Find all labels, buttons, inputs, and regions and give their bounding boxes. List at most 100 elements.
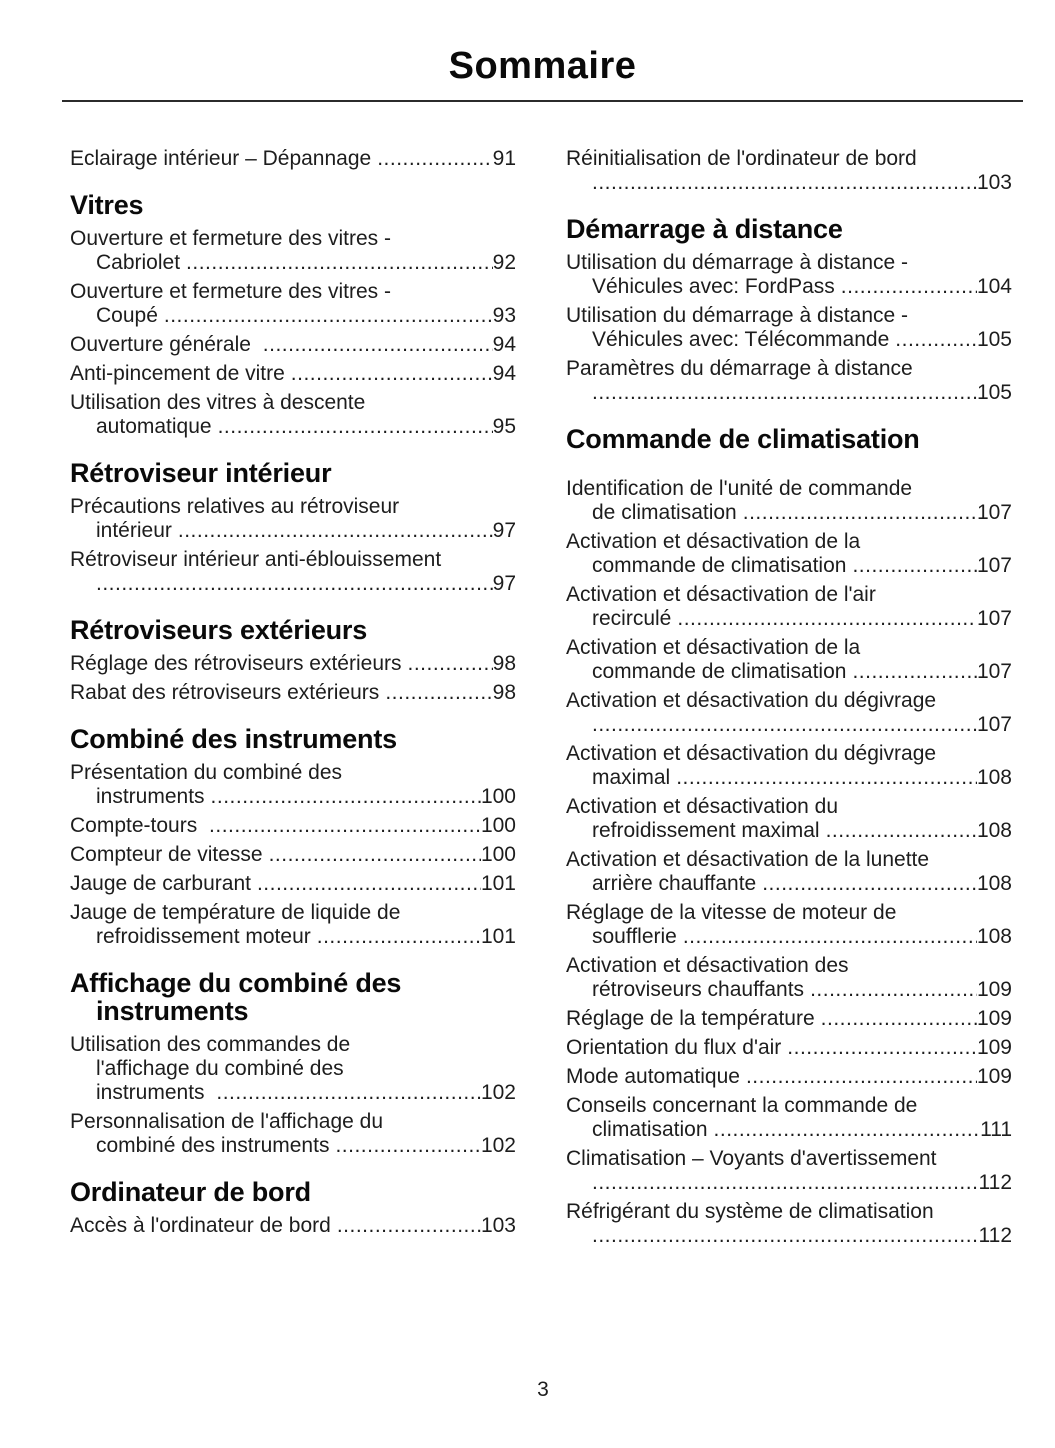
dot-leader: ........................................…: [745, 1065, 977, 1088]
toc-entry: Ouverture et fermeture des vitres - Coupé…: [70, 280, 516, 328]
toc-entry-text: Activation et désactivation des: [566, 954, 849, 977]
toc-section-heading-line: Ordinateur de bord: [70, 1177, 311, 1207]
toc-entry: Jauge de température de liquide de refroi…: [70, 901, 516, 949]
toc-entry-text: Activation et désactivation du dégivrage: [566, 742, 937, 765]
toc-entry-line: Présentation du combiné des: [70, 761, 516, 785]
toc-entry-line: recirculé...............................…: [566, 607, 1012, 631]
toc-entry: Utilisation des commandes de l'affichage …: [70, 1033, 516, 1105]
toc-section-heading: Rétroviseur intérieur: [70, 459, 516, 487]
toc-page-ref: 108: [976, 925, 1012, 948]
dot-leader: ........................................…: [377, 147, 493, 170]
toc-entry-text: climatisation: [592, 1118, 708, 1141]
toc-entry-text: Utilisation du démarrage à distance -: [566, 304, 909, 327]
toc-entry: Activation et désactivation du dégivrage…: [566, 689, 1012, 737]
toc-section: Rétroviseur intérieur Précautions relativ…: [70, 459, 516, 596]
toc-section-heading-line: instruments: [96, 996, 249, 1026]
toc-section-heading: Combiné des instruments: [70, 725, 516, 753]
toc-page-ref: 109: [976, 1065, 1012, 1088]
toc-entry-text: commande de climatisation: [592, 554, 847, 577]
toc-entry-text: Réglage de la température: [566, 1007, 815, 1030]
toc-page-ref: 105: [976, 328, 1012, 351]
toc-entry: Utilisation du démarrage à distance - Véh…: [566, 304, 1012, 352]
toc-entry-line: Compte-tours ...........................…: [70, 814, 516, 838]
toc-entry: Mode automatique........................…: [566, 1065, 1012, 1089]
toc-entry-line: Compteur de vitesse.....................…: [70, 843, 516, 867]
toc-entry: Identification de l'unité de commande de …: [566, 477, 1012, 525]
toc-section: Démarrage à distance Utilisation du démar…: [566, 215, 1012, 405]
toc-entries: Eclairage intérieur – Dépannage.........…: [70, 147, 516, 171]
toc-page-ref: 94: [492, 333, 516, 356]
toc-entry-text: Accès à l'ordinateur de bord: [70, 1214, 331, 1237]
page-number: 3: [537, 1378, 549, 1401]
dot-leader: ........................................…: [852, 554, 977, 577]
toc-entry-line: Réinitialisation de l'ordinateur de bord: [566, 147, 1012, 171]
toc-entry-line: Ouverture et fermeture des vitres -: [70, 227, 516, 251]
toc-page-ref: 107: [976, 501, 1012, 524]
toc-entry-text: Identification de l'unité de commande: [566, 477, 913, 500]
toc-entry-text: Rétroviseur intérieur anti-éblouissement: [70, 548, 442, 571]
toc-page-ref: 94: [492, 362, 516, 385]
toc-entry-text: Paramètres du démarrage à distance: [566, 357, 913, 380]
toc-entry-text: maximal: [592, 766, 671, 789]
toc-entry-line: maximal.................................…: [566, 766, 1012, 790]
toc-entry-text: Activation et désactivation du dégivrage: [566, 689, 937, 712]
toc-entry: Paramètres du démarrage à distance......…: [566, 357, 1012, 405]
toc-page-ref: 107: [976, 607, 1012, 630]
toc-entry-line: Orientation du flux d'air...............…: [566, 1036, 1012, 1060]
dot-leader: ........................................…: [316, 925, 481, 948]
toc-entry: Présentation du combiné des instruments..…: [70, 761, 516, 809]
dot-leader: ........................................…: [96, 572, 493, 595]
toc-entry: Jauge de carburant......................…: [70, 872, 516, 896]
toc-entry: Accès à l'ordinateur de bord............…: [70, 1214, 516, 1238]
toc-page-ref: 97: [492, 572, 516, 595]
toc-entry-text: l'affichage du combiné des: [96, 1057, 344, 1080]
toc-entry-text: Climatisation – Voyants d'avertissement: [566, 1147, 937, 1170]
toc-entry-line: climatisation...........................…: [566, 1118, 1012, 1142]
toc-page-ref: 105: [976, 381, 1012, 404]
toc-entry-text: rétroviseurs chauffants: [592, 978, 805, 1001]
toc-entry: Climatisation – Voyants d'avertissement.…: [566, 1147, 1012, 1195]
toc-entry-text: Compte-tours: [70, 814, 204, 837]
toc-section-heading: Démarrage à distance: [566, 215, 1012, 243]
toc-entries: Accès à l'ordinateur de bord............…: [70, 1214, 516, 1238]
toc-entry-text: Réglage des rétroviseurs extérieurs: [70, 652, 402, 675]
toc-entry-text: Activation et désactivation de la: [566, 636, 861, 659]
toc-entry-line: Cabriolet...............................…: [70, 251, 516, 275]
toc-entry: Rétroviseur intérieur anti-éblouissement…: [70, 548, 516, 596]
toc-entry-text: Jauge de température de liquide de: [70, 901, 401, 924]
dot-leader: ........................................…: [895, 328, 977, 351]
divider-rule: [62, 100, 1023, 102]
toc-entry-line: Utilisation des vitres à descente: [70, 391, 516, 415]
toc-entry-line: soufflerie..............................…: [566, 925, 1012, 949]
toc-entry-line: Activation et désactivation du dégivrage: [566, 689, 1012, 713]
toc-section-heading-line: Commande de climatisation: [566, 424, 920, 454]
toc-entry: Activation et désactivation de la lunett…: [566, 848, 1012, 896]
toc-entry: Compteur de vitesse.....................…: [70, 843, 516, 867]
toc-entry: Conseils concernant la commande de climat…: [566, 1094, 1012, 1142]
toc-entry: Ouverture et fermeture des vitres - Cabri…: [70, 227, 516, 275]
toc-entry-line: Activation et désactivation de la: [566, 530, 1012, 554]
toc-section-heading: Affichage du combiné des instruments: [70, 969, 516, 1025]
dot-leader: ........................................…: [762, 872, 977, 895]
toc-page-ref: 109: [976, 978, 1012, 1001]
toc-entry-text: Conseils concernant la commande de: [566, 1094, 918, 1117]
toc-page-ref: 91: [492, 147, 516, 170]
toc-entry-line: Véhicules avec: FordPass................…: [566, 275, 1012, 299]
toc-entry-line: Conseils concernant la commande de: [566, 1094, 1012, 1118]
toc-entry-line: Personnalisation de l'affichage du: [70, 1110, 516, 1134]
toc-page-ref: 108: [976, 872, 1012, 895]
toc-entry: Utilisation du démarrage à distance - Véh…: [566, 251, 1012, 299]
dot-leader: ........................................…: [210, 785, 481, 808]
toc-column-right: Réinitialisation de l'ordinateur de bord…: [566, 147, 1012, 1253]
dot-leader: ........................................…: [177, 519, 493, 542]
dot-leader: ........................................…: [336, 1214, 481, 1237]
toc-entries: Utilisation du démarrage à distance - Véh…: [566, 251, 1012, 405]
dot-leader: ........................................…: [682, 925, 977, 948]
dot-leader: ........................................…: [742, 501, 977, 524]
toc-section: Commande de climatisation Identification …: [566, 425, 1012, 1248]
toc-entry-text: Réglage de la vitesse de moteur de: [566, 901, 897, 924]
toc-entry-text: Personnalisation de l'affichage du: [70, 1110, 384, 1133]
toc-entry: Activation et désactivation du dégivrage…: [566, 742, 1012, 790]
toc-entry-text: Orientation du flux d'air: [566, 1036, 782, 1059]
